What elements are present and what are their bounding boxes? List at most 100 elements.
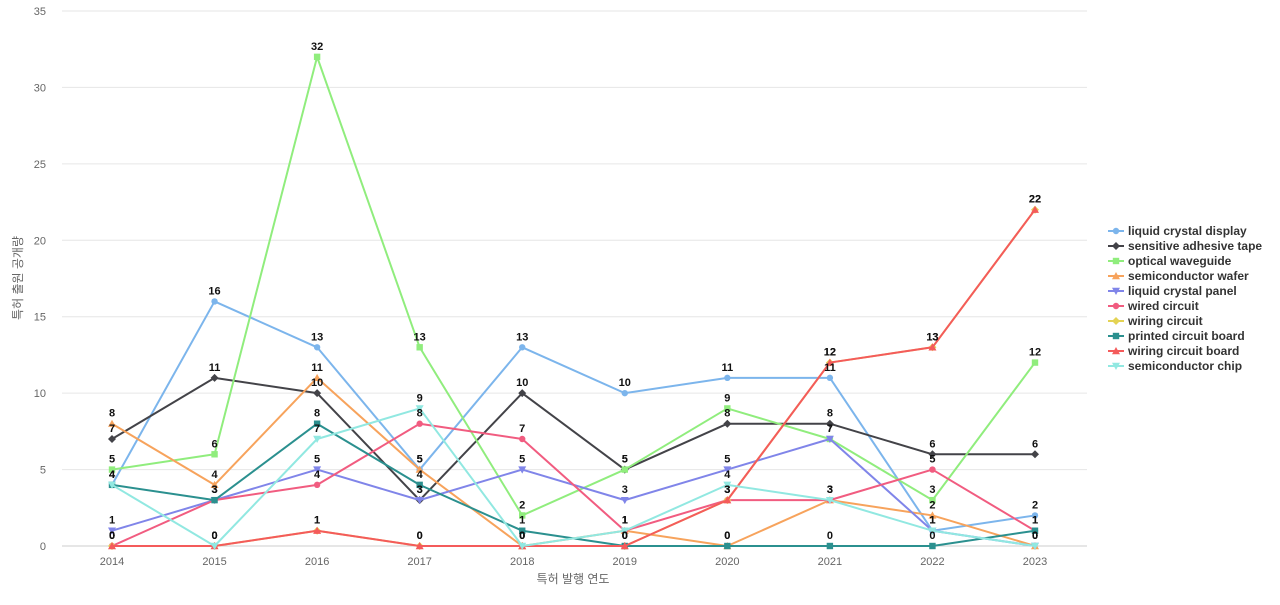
data-label-semiconductor-wafer: 4 xyxy=(211,469,218,481)
data-label-wiring-circuit: 12 xyxy=(824,347,836,359)
data-point-semiconductor-wafer xyxy=(928,511,937,519)
y-tick-label: 35 xyxy=(34,6,46,18)
legend-label-semiconductor-wafer: semiconductor wafer xyxy=(1128,269,1249,283)
x-tick-label: 2015 xyxy=(202,556,226,568)
data-label-printed-circuit-board: 1 xyxy=(519,515,525,527)
legend-item-semiconductor-wafer[interactable]: semiconductor wafer xyxy=(1108,269,1249,283)
series-wiring-circuit xyxy=(108,205,1039,550)
legend-marker-wired-circuit xyxy=(1112,302,1120,310)
data-point-sensitive-adhesive-tape xyxy=(518,389,527,398)
data-label-semiconductor-chip: 0 xyxy=(519,530,525,542)
data-point-liquid-crystal-display xyxy=(313,344,321,351)
data-point-liquid-crystal-display xyxy=(724,374,731,382)
data-label-liquid-crystal-panel: 5 xyxy=(519,454,525,466)
legend-marker-semiconductor-chip xyxy=(1112,362,1120,370)
data-label-optical-waveguide: 2 xyxy=(519,499,525,511)
data-point-printed-circuit-board xyxy=(826,542,834,550)
data-label-printed-circuit-board: 0 xyxy=(724,530,730,542)
data-point-liquid-crystal-panel xyxy=(108,527,116,535)
data-label-wired-circuit: 3 xyxy=(724,484,730,496)
data-label-wired-circuit: 3 xyxy=(211,484,217,496)
data-label-optical-waveguide: 32 xyxy=(311,41,323,53)
data-label-semiconductor-chip: 1 xyxy=(929,515,935,527)
data-point-semiconductor-chip xyxy=(825,496,834,505)
data-point-wired-circuit xyxy=(519,435,526,443)
data-point-semiconductor-chip xyxy=(620,527,629,535)
data-label-semiconductor-chip: 7 xyxy=(314,423,320,435)
data-point-wired-circuit xyxy=(313,481,321,489)
y-axis-title: 특허 출원 공개량 xyxy=(11,236,25,320)
data-point-printed-circuit-board xyxy=(929,542,936,550)
legend-item-wiring-circuit[interactable]: wiring circuit xyxy=(1108,314,1203,328)
data-point-sensitive-adhesive-tape xyxy=(313,389,322,398)
legend-label-wiring-circuit: wiring circuit xyxy=(1127,314,1203,328)
data-label-printed-circuit-board: 3 xyxy=(211,484,217,496)
data-point-liquid-crystal-panel xyxy=(825,435,834,443)
legend-label-wiring-circuit-board: wiring circuit board xyxy=(1127,344,1239,358)
data-label-optical-waveguide: 7 xyxy=(827,423,833,435)
x-tick-label: 2023 xyxy=(1023,556,1047,568)
data-label-wiring-circuit: 0 xyxy=(622,530,628,542)
data-point-liquid-crystal-display xyxy=(519,344,526,351)
x-tick-label: 2016 xyxy=(305,556,329,568)
x-axis: 2014 2015 2016 2017 2018 2019 2020 2021 2022 2023 xyxy=(100,556,1047,568)
data-point-sensitive-adhesive-tape xyxy=(723,419,732,428)
data-label-liquid-crystal-panel: 3 xyxy=(417,484,423,496)
data-point-semiconductor-chip xyxy=(210,542,219,550)
data-label-wiring-circuit-board: 0 xyxy=(622,530,628,542)
data-label-optical-waveguide: 13 xyxy=(414,331,426,343)
data-point-optical-waveguide xyxy=(108,466,116,473)
legend-item-liquid-crystal-panel[interactable]: liquid crystal panel xyxy=(1108,284,1237,298)
data-label-liquid-crystal-panel: 5 xyxy=(724,454,730,466)
data-point-semiconductor-chip xyxy=(313,435,322,443)
data-label-liquid-crystal-display: 16 xyxy=(208,285,220,297)
x-tick-label: 2018 xyxy=(510,556,534,568)
series-wiring-circuit-board xyxy=(108,205,1039,550)
data-label-semiconductor-chip: 1 xyxy=(622,515,628,527)
data-label-semiconductor-wafer: 8 xyxy=(109,408,115,420)
y-tick-label: 30 xyxy=(34,82,46,94)
x-tick-label: 2021 xyxy=(818,556,842,568)
legend-item-wired-circuit[interactable]: wired circuit xyxy=(1108,299,1199,313)
data-label-liquid-crystal-panel: 7 xyxy=(827,423,833,435)
legend-item-wiring-circuit-board[interactable]: wiring circuit board xyxy=(1108,344,1239,358)
data-point-liquid-crystal-panel xyxy=(723,466,732,474)
legend-item-sensitive-adhesive-tape[interactable]: sensitive adhesive tape xyxy=(1108,239,1262,253)
data-point-semiconductor-chip xyxy=(518,542,527,550)
data-point-liquid-crystal-display xyxy=(826,374,834,382)
data-label-optical-waveguide: 12 xyxy=(1029,347,1041,359)
data-label-sensitive-adhesive-tape: 3 xyxy=(417,484,423,496)
data-label-wiring-circuit: 22 xyxy=(1029,194,1041,206)
legend-label-optical-waveguide: optical waveguide xyxy=(1128,254,1232,268)
data-point-liquid-crystal-panel xyxy=(313,466,322,474)
data-label-wired-circuit: 8 xyxy=(417,408,423,420)
data-label-sensitive-adhesive-tape: 10 xyxy=(311,377,323,389)
data-label-semiconductor-chip: 0 xyxy=(211,530,217,542)
data-label-wiring-circuit-board: 0 xyxy=(211,530,217,542)
legend-marker-printed-circuit-board xyxy=(1112,332,1120,340)
data-label-wiring-circuit: 0 xyxy=(519,530,525,542)
legend-label-printed-circuit-board: printed circuit board xyxy=(1128,329,1245,343)
data-label-wiring-circuit-board: 0 xyxy=(109,530,115,542)
data-label-optical-waveguide: 3 xyxy=(929,484,935,496)
legend-item-semiconductor-chip[interactable]: semiconductor chip xyxy=(1108,359,1242,373)
legend-item-printed-circuit-board[interactable]: printed circuit board xyxy=(1108,329,1245,343)
data-point-liquid-crystal-panel xyxy=(518,466,527,474)
data-point-wired-circuit xyxy=(416,420,423,427)
legend-label-liquid-crystal-display: liquid crystal display xyxy=(1128,224,1247,238)
legend-item-liquid-crystal-display[interactable]: liquid crystal display xyxy=(1108,224,1247,238)
data-label-liquid-crystal-panel: 1 xyxy=(929,515,935,527)
data-label-liquid-crystal-display: 5 xyxy=(417,454,423,466)
data-label-semiconductor-chip: 3 xyxy=(827,484,833,496)
data-point-printed-circuit-board xyxy=(416,481,423,489)
data-label-optical-waveguide: 6 xyxy=(211,438,217,450)
data-point-sensitive-adhesive-tape xyxy=(1031,450,1039,459)
data-label-wiring-circuit: 1 xyxy=(314,515,320,527)
legend-item-optical-waveguide[interactable]: optical waveguide xyxy=(1108,254,1232,268)
data-point-wiring-circuit-board xyxy=(620,542,629,550)
data-point-optical-waveguide xyxy=(724,405,731,412)
data-point-liquid-crystal-panel xyxy=(620,496,629,505)
data-label-sensitive-adhesive-tape: 7 xyxy=(109,423,115,435)
data-point-wiring-circuit-board xyxy=(313,526,322,534)
